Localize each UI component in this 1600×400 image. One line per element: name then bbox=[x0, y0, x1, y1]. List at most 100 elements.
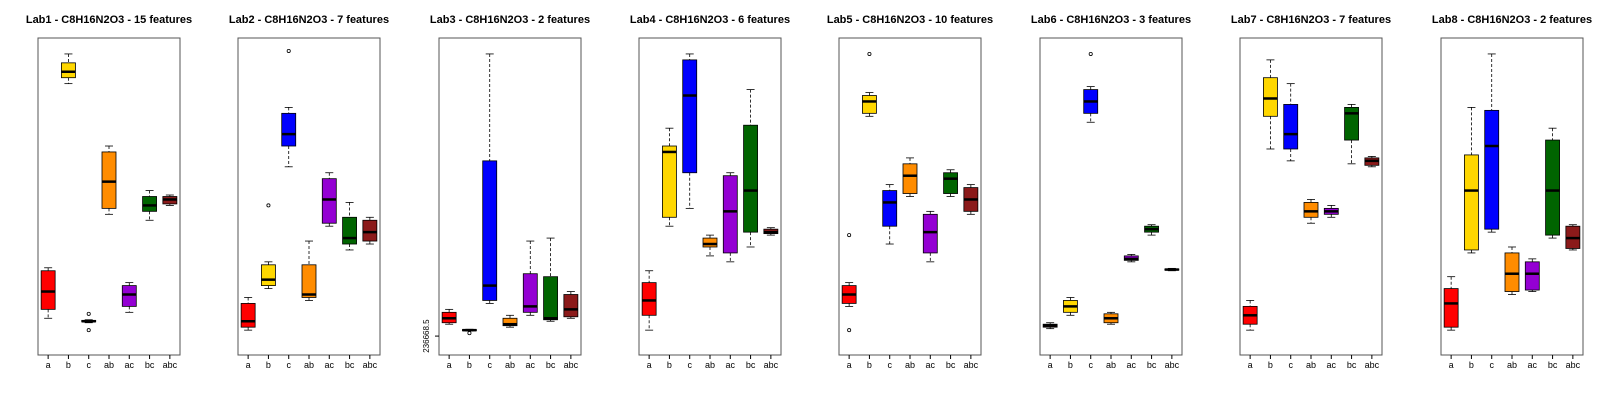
x-tick-label: c bbox=[86, 360, 91, 370]
box-body bbox=[40, 270, 56, 310]
x-tick-label: b bbox=[1469, 360, 1474, 370]
x-tick-label: abc bbox=[163, 360, 178, 370]
x-tick-label: b bbox=[266, 360, 271, 370]
outlier-point bbox=[86, 328, 91, 333]
box-body bbox=[943, 172, 958, 194]
box-body bbox=[142, 196, 157, 212]
box-bc bbox=[142, 190, 157, 221]
box-body bbox=[743, 124, 758, 233]
box-c bbox=[1283, 83, 1299, 162]
box-b bbox=[1263, 59, 1278, 150]
y-tick-label: 236668.5 bbox=[422, 319, 431, 353]
x-tick-label: bc bbox=[546, 360, 556, 370]
box-body bbox=[1524, 261, 1540, 291]
plot-frame bbox=[638, 37, 782, 356]
box-body bbox=[882, 190, 898, 227]
x-tick-label: a bbox=[447, 360, 452, 370]
box-body bbox=[682, 59, 698, 174]
box-body bbox=[1443, 288, 1459, 328]
x-tick-label: b bbox=[1068, 360, 1073, 370]
box-ab bbox=[1504, 246, 1520, 295]
box-b bbox=[1464, 107, 1479, 254]
box-ac bbox=[1123, 254, 1139, 263]
box-body bbox=[342, 216, 357, 245]
box-ac bbox=[522, 240, 538, 316]
box-c bbox=[1484, 53, 1500, 233]
box-bc bbox=[1144, 224, 1159, 236]
x-tick-label: a bbox=[46, 360, 51, 370]
box-a bbox=[1042, 322, 1058, 330]
x-tick-label: ac bbox=[1127, 360, 1137, 370]
box-a bbox=[240, 297, 256, 331]
box-body bbox=[1303, 202, 1319, 218]
outlier-point bbox=[867, 51, 872, 56]
box-ab bbox=[702, 234, 718, 257]
x-tick-label: abc bbox=[764, 360, 779, 370]
box-a bbox=[1242, 300, 1258, 331]
plot-frame bbox=[1440, 37, 1584, 356]
x-tick-label: b bbox=[667, 360, 672, 370]
box-body bbox=[922, 213, 938, 254]
x-tick-label: b bbox=[1268, 360, 1273, 370]
box-body bbox=[1283, 104, 1299, 150]
x-tick-label: c bbox=[1489, 360, 1494, 370]
x-tick-label: ab bbox=[1507, 360, 1517, 370]
box-body bbox=[862, 95, 877, 114]
box-b bbox=[261, 203, 276, 289]
box-abc bbox=[763, 227, 779, 236]
chart-title: Lab5 - C8H16N2O3 - 10 features bbox=[827, 14, 993, 26]
box-a bbox=[841, 233, 857, 333]
plot-frame bbox=[1239, 37, 1383, 356]
box-body bbox=[1344, 107, 1359, 141]
x-tick-label: a bbox=[1048, 360, 1053, 370]
box-bc bbox=[1344, 104, 1359, 165]
x-tick-label: c bbox=[487, 360, 492, 370]
x-tick-label: c bbox=[887, 360, 892, 370]
x-tick-label: abc bbox=[564, 360, 579, 370]
x-tick-label: bc bbox=[145, 360, 155, 370]
x-tick-label: c bbox=[687, 360, 692, 370]
x-tick-label: abc bbox=[363, 360, 378, 370]
box-body bbox=[722, 175, 738, 254]
outlier-point bbox=[266, 203, 271, 208]
x-tick-label: bc bbox=[746, 360, 756, 370]
box-ab bbox=[502, 314, 518, 328]
box-c bbox=[81, 311, 97, 333]
box-body bbox=[281, 112, 297, 147]
box-ab bbox=[101, 145, 117, 215]
box-body bbox=[240, 303, 256, 328]
x-tick-label: ac bbox=[325, 360, 335, 370]
box-body bbox=[522, 273, 538, 313]
x-tick-label: a bbox=[246, 360, 251, 370]
x-tick-label: c bbox=[1288, 360, 1293, 370]
x-tick-label: bc bbox=[345, 360, 355, 370]
x-tick-label: ac bbox=[125, 360, 135, 370]
x-tick-label: ac bbox=[1327, 360, 1337, 370]
box-body bbox=[641, 282, 657, 316]
plot-frame bbox=[237, 37, 381, 356]
box-body bbox=[1464, 154, 1479, 251]
box-b bbox=[862, 51, 877, 117]
x-tick-label: ac bbox=[926, 360, 936, 370]
x-tick-label: bc bbox=[946, 360, 956, 370]
x-tick-label: ab bbox=[705, 360, 715, 370]
chart-title: Lab1 - C8H16N2O3 - 15 features bbox=[26, 14, 192, 26]
outlier-point bbox=[86, 311, 91, 316]
box-bc bbox=[1545, 127, 1560, 239]
box-a bbox=[441, 308, 457, 325]
outlier-point bbox=[1088, 51, 1093, 56]
x-tick-label: ac bbox=[1528, 360, 1538, 370]
box-c bbox=[281, 48, 297, 168]
x-tick-label: a bbox=[1449, 360, 1454, 370]
x-tick-label: c bbox=[1088, 360, 1093, 370]
x-tick-label: a bbox=[1248, 360, 1253, 370]
box-abc bbox=[162, 194, 178, 206]
box-body bbox=[121, 285, 137, 307]
x-tick-label: b bbox=[66, 360, 71, 370]
box-c bbox=[882, 184, 898, 245]
outlier-point bbox=[847, 328, 852, 333]
